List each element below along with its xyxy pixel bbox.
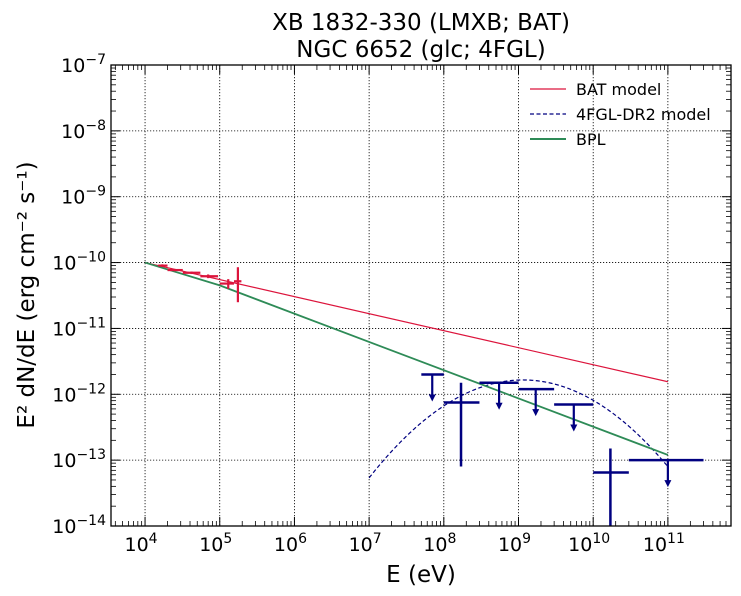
- bat-point: [167, 268, 183, 272]
- fermi-point: [443, 382, 480, 467]
- bat-point: [200, 274, 219, 279]
- fermi-ul-arrowhead: [570, 424, 578, 432]
- legend: BAT model 4FGL-DR2 model BPL: [530, 80, 711, 149]
- plot-frame: [110, 64, 732, 527]
- model-lines: [144, 261, 669, 479]
- y-tick-label: 10−8: [61, 118, 106, 143]
- fermi-upper-limit: [421, 373, 444, 402]
- x-axis-label: E (eV): [386, 562, 456, 588]
- legend-label: BAT model: [576, 80, 661, 99]
- fermi-upper-limit: [554, 403, 594, 432]
- y-tick-label: 10−13: [52, 447, 106, 472]
- x-tick-label: 1010: [568, 531, 610, 556]
- bat-point: [219, 279, 234, 289]
- x-tick-label: 109: [498, 531, 531, 556]
- chart-title-line: NGC 6652 (glc; 4FGL): [296, 37, 545, 63]
- y-tick-label: 10−10: [52, 250, 106, 275]
- chart-title-line: XB 1832-330 (LMXB; BAT): [272, 10, 570, 36]
- bat-point: [182, 271, 201, 275]
- y-tick-label: 10−9: [61, 184, 106, 209]
- x-tick-label: 107: [349, 531, 382, 556]
- model-line-4fgl-dr2-model: [368, 379, 669, 479]
- y-tick-label: 10−11: [52, 315, 106, 340]
- data-points: [158, 264, 704, 526]
- fermi-ul-arrowhead: [495, 402, 503, 410]
- x-tick-label: 106: [274, 531, 307, 556]
- fermi-point: [593, 448, 629, 526]
- y-tick-label: 10−14: [52, 513, 106, 538]
- fermi-upper-limit: [479, 381, 519, 410]
- y-tick-label: 10−7: [61, 52, 106, 77]
- bat-point: [158, 264, 168, 267]
- chart-title: XB 1832-330 (LMXB; BAT)NGC 6652 (glc; 4F…: [272, 10, 570, 63]
- x-tick-label: 108: [423, 531, 456, 556]
- fermi-ul-arrowhead: [428, 394, 436, 402]
- legend-label: BPL: [576, 130, 606, 149]
- fermi-upper-limit: [628, 458, 704, 488]
- y-tick-label: 10−12: [52, 381, 106, 406]
- model-line-bat-model: [144, 261, 669, 383]
- bat-point: [233, 267, 242, 303]
- legend-entry: BAT model: [530, 80, 661, 99]
- legend-entry: BPL: [530, 130, 606, 149]
- legend-entry: 4FGL-DR2 model: [530, 105, 711, 124]
- axis-ticks: 104 105 106 107 108 109 1010 1011 10−14 10−13 10−1…: [52, 52, 731, 556]
- y-axis-label: E² dN/dE (erg cm⁻² s⁻¹): [14, 161, 40, 428]
- axes-frame: [110, 64, 732, 527]
- legend-label: 4FGL-DR2 model: [576, 105, 711, 124]
- axis-labels: E (eV) E² dN/dE (erg cm⁻² s⁻¹): [14, 161, 456, 588]
- x-tick-label: 1011: [643, 531, 685, 556]
- x-tick-label: 104: [124, 531, 157, 556]
- fermi-ul-arrowhead: [664, 480, 672, 488]
- grid: [111, 64, 731, 527]
- model-line-bpl: [144, 261, 669, 456]
- fermi-ul-arrowhead: [532, 409, 540, 417]
- x-tick-label: 105: [199, 531, 232, 556]
- fermi-upper-limit: [518, 387, 555, 417]
